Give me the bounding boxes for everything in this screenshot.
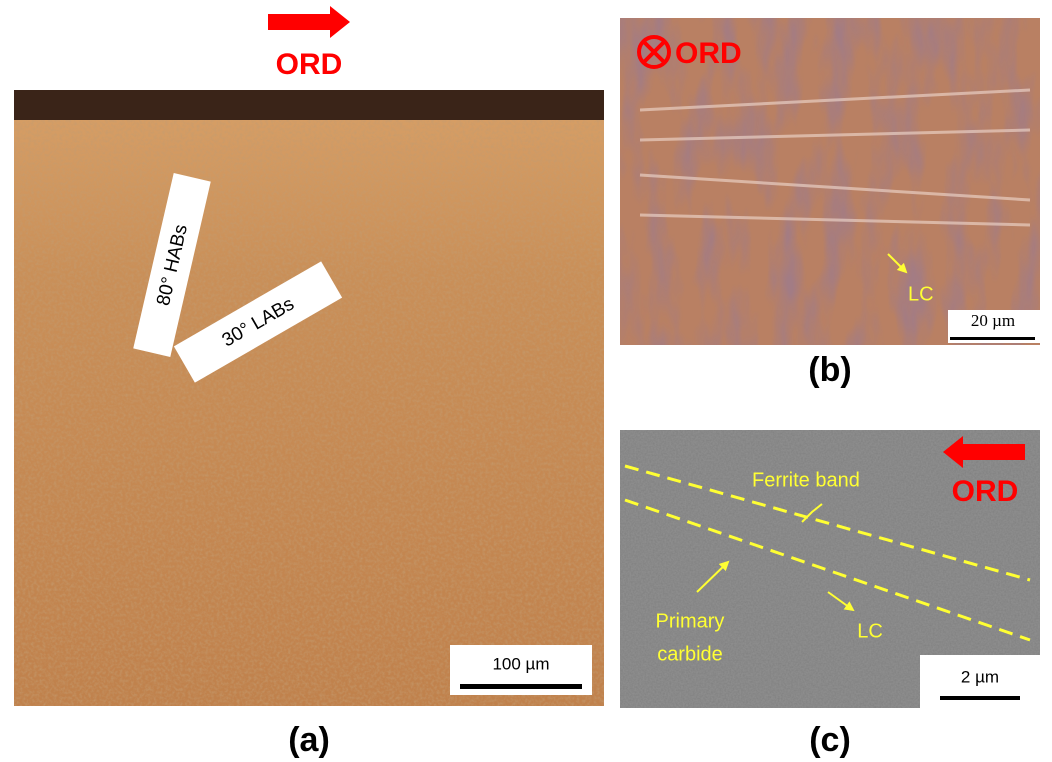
scale-label: 100 µm (492, 654, 549, 673)
panel-label: (c) (809, 721, 851, 759)
surface-band (14, 90, 604, 120)
annotation: LC (908, 283, 934, 305)
orientation-label: ORD (675, 37, 742, 70)
annotation: Primary (656, 610, 725, 632)
annotation: carbide (657, 643, 723, 665)
scale-bar (460, 684, 582, 689)
direction-arrow (268, 6, 350, 38)
figure: ORD 80° HABs 30° LABs 100 µm (a) ORD LC … (0, 0, 1052, 762)
scale-bar (950, 337, 1035, 340)
page: {"panels": [ {"label": "(a)", "orientati… (0, 0, 1052, 762)
orientation-label: ORD (276, 48, 343, 81)
panel-label: (b) (808, 351, 851, 389)
scale-label: 20 µm (971, 311, 1015, 330)
texture-a (14, 90, 604, 706)
orientation-label: ORD (952, 475, 1019, 508)
panel-label: (a) (288, 721, 330, 759)
scale-label: 2 µm (961, 667, 999, 686)
annotation: Ferrite band (752, 469, 860, 491)
annotation: LC (857, 620, 883, 642)
scale-bar (940, 696, 1020, 700)
